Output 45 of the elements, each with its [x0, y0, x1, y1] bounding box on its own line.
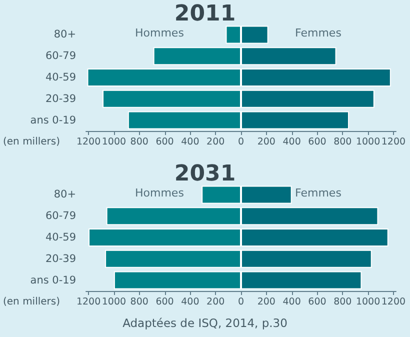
series-label: Femmes: [295, 26, 342, 40]
x-axis-title: (en millers): [3, 136, 60, 148]
y-tick-label: 40-59: [45, 72, 76, 84]
y-tick-label: 60-79: [45, 210, 76, 222]
y-tick-label: 60-79: [45, 50, 76, 62]
x-tick-label: 600: [308, 136, 326, 148]
x-tick-label: 1000: [102, 296, 126, 308]
x-tick-label: 800: [334, 136, 352, 148]
x-tick-label: 1200: [76, 296, 101, 308]
y-tick-label: 20-39: [45, 252, 76, 265]
chart-title: 2011: [174, 2, 236, 26]
x-tick-label: 600: [156, 296, 174, 308]
x-tick-label: 200: [257, 296, 276, 308]
y-tick-label: 20-39: [45, 92, 76, 105]
y-tick-label: ans 0-19: [30, 114, 76, 126]
x-tick-label: 200: [206, 136, 225, 148]
y-tick-label: 80+: [54, 188, 76, 201]
x-tick-label: 400: [282, 296, 301, 308]
x-tick-label: 1200: [381, 136, 406, 148]
x-axis-title: (en millers): [3, 296, 60, 308]
x-tick-label: 1000: [356, 296, 380, 308]
x-tick-label: 1200: [381, 296, 406, 308]
x-tick-label: 0: [238, 136, 244, 148]
x-tick-label: 800: [130, 296, 148, 308]
x-tick-label: 1000: [102, 136, 126, 148]
x-tick-label: 600: [156, 136, 174, 148]
x-tick-label: 800: [130, 136, 148, 148]
series-label: Femmes: [295, 186, 342, 200]
x-tick-label: 200: [206, 296, 225, 308]
x-tick-label: 1200: [76, 136, 101, 148]
x-tick-label: 1000: [356, 136, 380, 148]
chart-title: 2031: [174, 162, 236, 186]
y-tick-label: 40-59: [45, 232, 76, 244]
x-tick-label: 200: [257, 136, 276, 148]
y-tick-label: 80+: [54, 28, 76, 41]
series-label: Hommes: [135, 26, 184, 40]
text: Adaptées de ISQ, 2014, p.30: [122, 316, 288, 330]
x-tick-label: 400: [282, 136, 301, 148]
x-tick-label: 400: [181, 136, 200, 148]
x-tick-label: 400: [181, 296, 200, 308]
series-label: Hommes: [135, 186, 184, 200]
y-tick-label: ans 0-19: [30, 274, 76, 286]
x-tick-label: 800: [334, 296, 352, 308]
x-tick-label: 0: [238, 296, 244, 308]
x-tick-label: 600: [308, 296, 326, 308]
